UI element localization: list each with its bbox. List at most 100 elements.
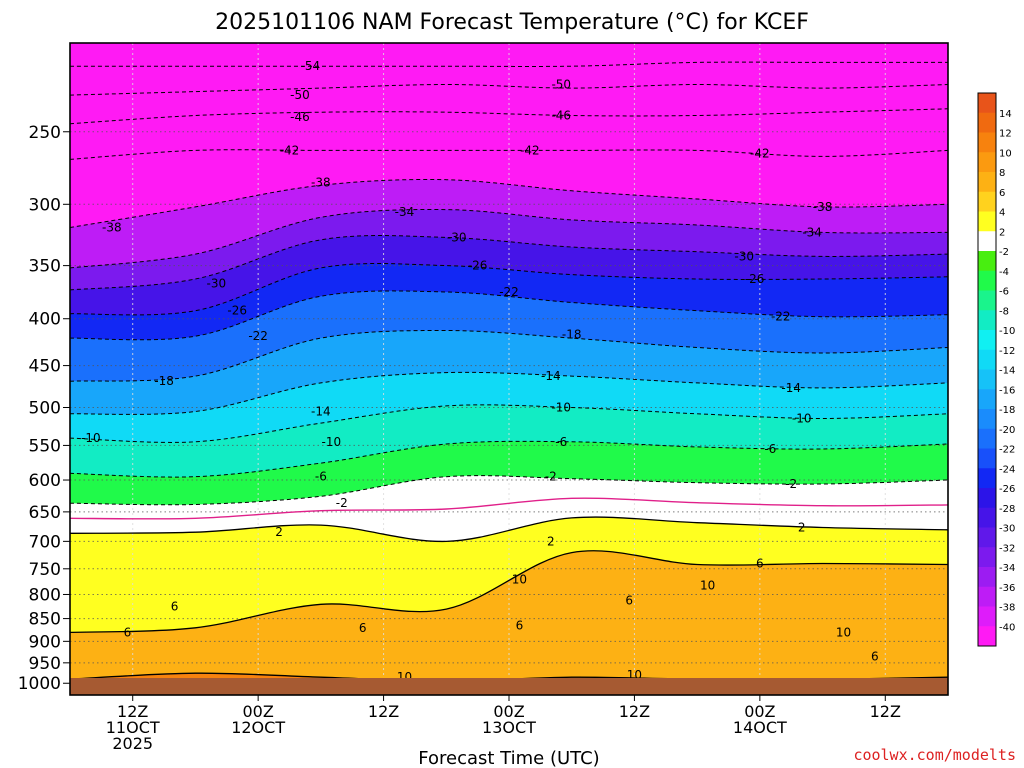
y-tick-label: 850: [29, 610, 61, 630]
contour-label: -6: [555, 435, 567, 449]
colorbar-swatch: [978, 507, 996, 528]
colorbar-swatch: [978, 330, 996, 351]
y-tick-label: 900: [29, 632, 61, 652]
contour-label: -26: [468, 259, 488, 273]
contour-label: -42: [750, 146, 770, 160]
colorbar-label: -12: [999, 346, 1015, 357]
contour-label: 6: [171, 600, 179, 614]
contour-label: 10: [836, 625, 851, 639]
contour-label: -46: [551, 109, 571, 123]
contour-label: 6: [625, 593, 633, 607]
chart-title: 2025101106 NAM Forecast Temperature (°C)…: [215, 10, 809, 35]
isotherm-line: [70, 83, 948, 96]
contour-label: -38: [813, 200, 833, 214]
colorbar-label: -18: [999, 405, 1015, 416]
contour-label: -30: [734, 249, 754, 263]
colorbar-swatch: [978, 191, 996, 212]
contour-label: -50: [551, 78, 571, 92]
contour-label: 2: [547, 534, 555, 548]
x-tick-label: 00Z: [744, 702, 775, 721]
colorbar-swatch: [978, 251, 996, 272]
contour-label: 6: [124, 625, 132, 639]
contour-label: 2: [275, 525, 283, 539]
contour-label: -18: [562, 327, 582, 341]
isotherm-line: [70, 440, 948, 478]
temperature-band: [70, 550, 948, 695]
contour-label: 2: [798, 520, 806, 534]
contour-label: 6: [359, 621, 367, 635]
colorbar-swatch: [978, 93, 996, 114]
colorbar-swatch: [978, 468, 996, 489]
colorbar-label: 2: [999, 227, 1005, 238]
x-axis-label: Forecast Time (UTC): [418, 748, 599, 768]
contour-label: -2: [545, 470, 557, 484]
y-tick-label: 800: [29, 585, 61, 605]
colorbar-label: -24: [999, 464, 1015, 475]
x-tick-label: 14OCT: [733, 718, 787, 737]
colorbar-label: -10: [999, 326, 1015, 337]
contour-label: -46: [290, 110, 310, 124]
colorbar-swatch: [978, 310, 996, 331]
isotherm-contours: [70, 61, 948, 682]
colorbar: 14 12 10 8 6 4 2 -2 -4 -6 -8 -10 -12 -14 -16 -18 -20 -22 -…: [977, 92, 1015, 647]
isotherm-line: [70, 516, 948, 543]
x-tick-label: 12Z: [117, 702, 148, 721]
colorbar-swatch: [978, 349, 996, 370]
terrain-surface: [70, 678, 948, 695]
y-tick-label: 500: [29, 399, 61, 419]
y-tick-label: 600: [29, 471, 61, 491]
x-tick-label: 12Z: [619, 702, 650, 721]
x-tick-label: 2025: [112, 734, 153, 753]
colorbar-swatch: [978, 409, 996, 430]
colorbar-label: 14: [999, 109, 1012, 120]
pressure-axis: 2503003504004505005506006507007508008509…: [18, 123, 70, 694]
temperature-bands: [70, 62, 948, 695]
contour-labels: -54 -50 -50 -46 -46 -42 -42 -42 -38 -38 -38 -34 -34 -…: [81, 59, 879, 684]
x-tick-label: 12Z: [368, 702, 399, 721]
contour-label: -14: [781, 381, 801, 395]
contour-label: -14: [541, 369, 561, 383]
colorbar-label: -4: [999, 267, 1009, 278]
contour-label: -10: [322, 435, 342, 449]
colorbar-swatch: [978, 527, 996, 548]
contour-label: -26: [227, 304, 247, 318]
x-tick-label: 00Z: [242, 702, 273, 721]
colorbar-label: -34: [999, 563, 1015, 574]
contour-label: -26: [745, 272, 765, 286]
y-tick-label: 750: [29, 560, 61, 580]
x-tick-label: 12OCT: [231, 718, 285, 737]
contour-label: 6: [871, 650, 879, 664]
grid-lines: [70, 43, 948, 695]
contour-label: -10: [792, 411, 812, 425]
colorbar-label: 6: [999, 188, 1005, 199]
colorbar-label: -16: [999, 385, 1015, 396]
isotherm-line: [70, 61, 948, 67]
y-tick-label: 350: [29, 257, 61, 277]
contour-label: -2: [336, 496, 348, 510]
contour-label: -22: [499, 285, 519, 299]
contour-label: -6: [315, 470, 327, 484]
colorbar-label: -28: [999, 504, 1015, 515]
contour-label: -50: [290, 88, 310, 102]
y-tick-label: 300: [29, 195, 61, 215]
colorbar-swatch: [978, 586, 996, 607]
colorbar-swatch: [978, 369, 996, 390]
contour-label: -14: [311, 404, 331, 418]
colorbar-swatch: [978, 290, 996, 311]
colorbar-label: -38: [999, 603, 1015, 614]
contour-label: -34: [802, 225, 822, 239]
colorbar-label: -30: [999, 524, 1015, 535]
contour-label: -18: [154, 374, 174, 388]
x-tick-label: 12Z: [870, 702, 901, 721]
colorbar-swatch: [978, 270, 996, 291]
isotherm-line: [70, 329, 948, 382]
y-tick-label: 650: [29, 503, 61, 523]
colorbar-label: 10: [999, 148, 1012, 159]
y-tick-label: 450: [29, 357, 61, 377]
y-tick-label: 1000: [18, 674, 61, 694]
x-tick-label: 11OCT: [106, 718, 160, 737]
colorbar-swatch: [978, 231, 996, 252]
plot-area: -54 -50 -50 -46 -46 -42 -42 -42 -38 -38 -38 -34 -34 -…: [70, 43, 948, 695]
